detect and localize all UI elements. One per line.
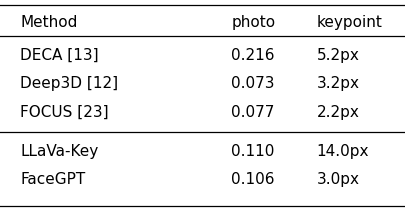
Text: FaceGPT: FaceGPT xyxy=(20,172,85,187)
Text: DECA [13]: DECA [13] xyxy=(20,48,99,63)
Text: 0.216: 0.216 xyxy=(231,48,274,63)
Text: 0.073: 0.073 xyxy=(231,77,274,91)
Text: 5.2px: 5.2px xyxy=(316,48,359,63)
Text: Deep3D [12]: Deep3D [12] xyxy=(20,77,118,91)
Text: 0.110: 0.110 xyxy=(231,144,274,159)
Text: 14.0px: 14.0px xyxy=(316,144,368,159)
Text: 3.0px: 3.0px xyxy=(316,172,359,187)
Text: 2.2px: 2.2px xyxy=(316,105,359,120)
Text: keypoint: keypoint xyxy=(316,15,382,30)
Text: LLaVa-Key: LLaVa-Key xyxy=(20,144,98,159)
Text: Method: Method xyxy=(20,15,77,30)
Text: 3.2px: 3.2px xyxy=(316,77,359,91)
Text: 0.106: 0.106 xyxy=(231,172,274,187)
Text: FOCUS [23]: FOCUS [23] xyxy=(20,105,109,120)
Text: 0.077: 0.077 xyxy=(231,105,274,120)
Text: photo: photo xyxy=(231,15,275,30)
